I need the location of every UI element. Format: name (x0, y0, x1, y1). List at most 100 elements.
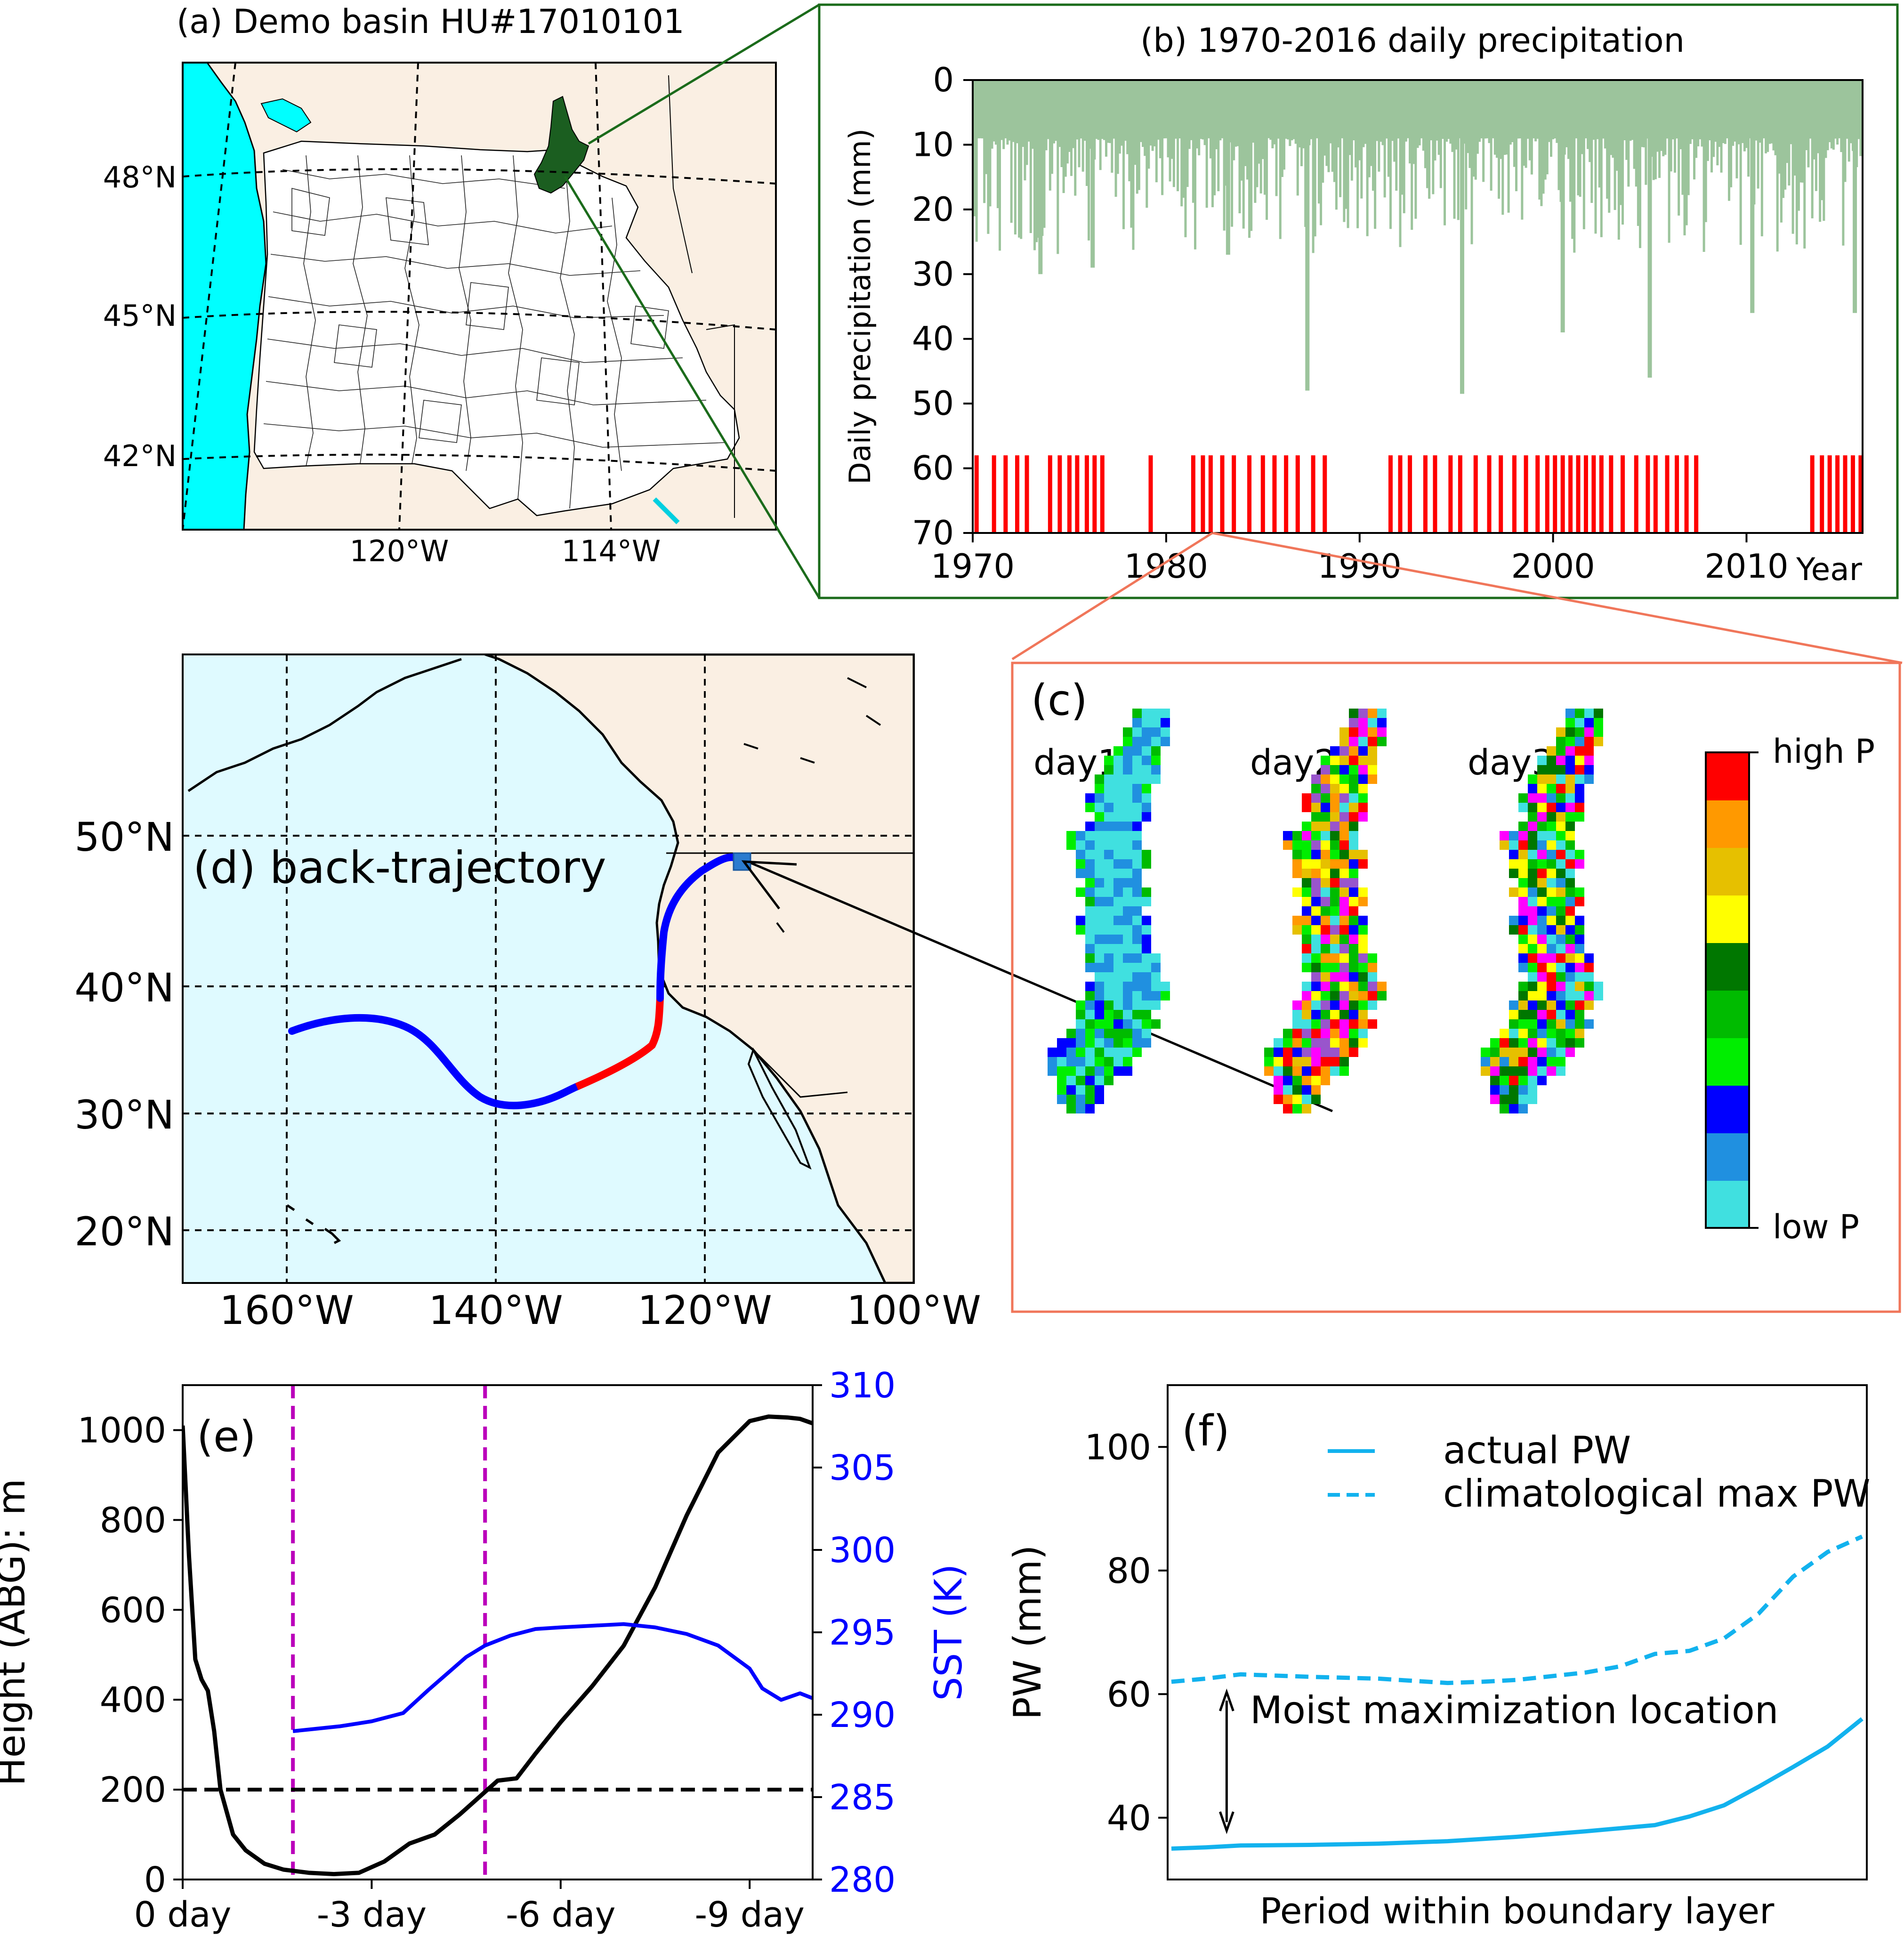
panel-e-series-height (183, 1414, 813, 1876)
grid-cell (1311, 972, 1321, 982)
grid-cell (1556, 953, 1565, 963)
grid-cell (1358, 774, 1368, 784)
grid-cell (1528, 774, 1537, 784)
panel-e: 0 200 400 600 800 1000 280 285 290 295 300 305 310 0 … (0, 1365, 970, 1935)
grid-cell (1142, 935, 1151, 944)
grid-cell (1358, 718, 1368, 727)
grid-cell (1339, 840, 1349, 850)
grid-cell (1565, 897, 1575, 906)
grid-cell (1537, 972, 1547, 982)
grid-cell (1151, 727, 1161, 737)
grid-cell (1565, 850, 1575, 859)
grid-cell (1302, 869, 1311, 878)
grid-cell (1104, 906, 1113, 916)
grid-cell (1085, 1104, 1095, 1113)
grid-cell (1575, 972, 1584, 982)
grid-cell (1556, 1038, 1565, 1048)
grid-cell (1311, 1038, 1321, 1048)
grid-cell (1113, 897, 1123, 906)
grid-cell (1368, 963, 1377, 972)
grid-cell (1330, 793, 1339, 803)
grid-cell (1321, 925, 1330, 935)
grid-cell (1321, 859, 1330, 869)
grid-cell (1321, 831, 1330, 840)
grid-cell (1113, 840, 1123, 850)
grid-cell (1264, 1048, 1274, 1057)
grid-cell (1584, 953, 1594, 963)
grid-cell (1547, 793, 1556, 803)
grid-cell (1575, 1029, 1584, 1038)
grid-cell (1151, 756, 1161, 765)
grid-cell (1095, 963, 1104, 972)
grid-cell (1142, 1029, 1151, 1038)
grid-cell (1565, 953, 1575, 963)
grid-cell (1339, 793, 1349, 803)
grid-cell (1339, 991, 1349, 1000)
grid-cell (1066, 1048, 1076, 1057)
grid-cell (1565, 1048, 1575, 1057)
grid-cell (1565, 718, 1575, 727)
grid-cell (1142, 991, 1151, 1000)
grid-cell (1377, 709, 1387, 718)
grid-cell (1095, 850, 1104, 859)
grid-cell (1142, 803, 1151, 812)
grid-cell (1292, 1104, 1302, 1113)
grid-cell (1518, 831, 1528, 840)
panel-a-state-line (706, 324, 735, 518)
grid-cell (1509, 1029, 1518, 1038)
grid-cell (1132, 991, 1142, 1000)
grid-cell (1123, 812, 1132, 822)
grid-cell (1057, 1057, 1066, 1066)
grid-cell (1556, 859, 1565, 869)
grid-cell (1565, 887, 1575, 897)
panel-f-frame (1167, 1384, 1868, 1880)
grid-cell (1311, 1000, 1321, 1010)
panel-b-axes-frame (972, 79, 1864, 534)
panel-d-lon-label: 100°W (847, 1287, 981, 1333)
grid-cell (1274, 1038, 1283, 1048)
grid-cell (1349, 793, 1358, 803)
grid-cell (1132, 774, 1142, 784)
grid-cell (1547, 991, 1556, 1000)
grid-cell (1565, 1000, 1575, 1010)
grid-cell (1575, 709, 1584, 718)
grid-cell (1321, 1076, 1330, 1085)
grid-cell (1349, 1010, 1358, 1019)
grid-cell (1575, 916, 1584, 925)
grid-cell (1537, 982, 1547, 991)
grid-cell (1547, 887, 1556, 897)
panel-d-lat-label: 20°N (74, 1209, 174, 1255)
grid-cell (1085, 1095, 1095, 1104)
grid-cell (1095, 784, 1104, 793)
grid-cell (1302, 1085, 1311, 1095)
grid-cell (1321, 812, 1330, 822)
grid-cell (1132, 963, 1142, 972)
grid-cell (1085, 935, 1095, 944)
grid-cell (1113, 812, 1123, 822)
grid-cell (1575, 812, 1584, 822)
grid-cell (1132, 897, 1142, 906)
grid-cell (1292, 850, 1302, 859)
grid-cell (1565, 746, 1575, 756)
grid-cell (1123, 784, 1132, 793)
grid-cell (1330, 774, 1339, 784)
panel-f-label: (f) (1182, 1406, 1230, 1456)
panel-e-axes: 0 200 400 600 800 1000 280 285 290 295 300 305 310 0 … (78, 1365, 896, 1935)
grid-cell (1113, 1048, 1123, 1057)
grid-cell (1151, 982, 1161, 991)
grid-cell (1076, 916, 1085, 925)
grid-cell (1132, 746, 1142, 756)
grid-cell (1575, 953, 1584, 963)
grid-cell (1132, 709, 1142, 718)
grid-cell (1500, 1066, 1509, 1076)
grid-cell (1528, 784, 1537, 793)
grid-cell (1518, 935, 1528, 944)
grid-cell (1537, 774, 1547, 784)
grid-cell (1113, 916, 1123, 925)
grid-cell (1368, 1019, 1377, 1029)
grid-cell (1113, 906, 1123, 916)
grid-cell (1339, 1048, 1349, 1057)
grid-cell (1518, 1029, 1528, 1038)
grid-cell (1321, 963, 1330, 972)
grid-cell (1302, 793, 1311, 803)
